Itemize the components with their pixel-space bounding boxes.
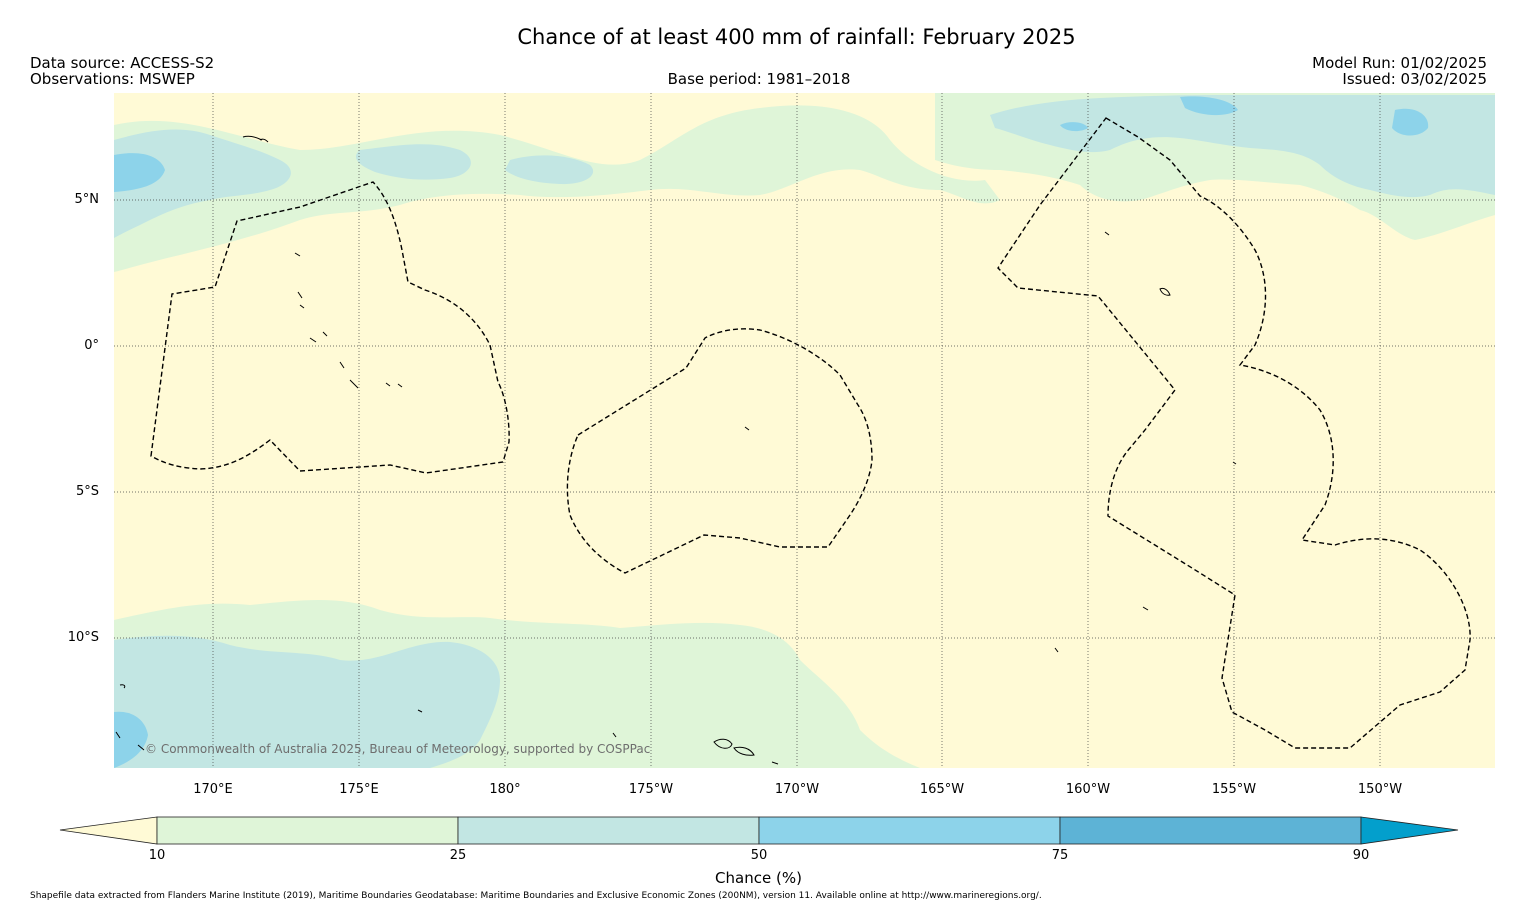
lat-label-5n: 5°N (74, 192, 100, 207)
eez-boundary-phoenix (566, 328, 873, 574)
lon-label-175e: 175°E (339, 782, 379, 797)
island-fiji-3 (137, 744, 145, 751)
island-samoa-1 (713, 738, 733, 749)
island-gilbert-1 (294, 252, 301, 257)
lon-label-170e: 170°E (193, 782, 233, 797)
lat-label-0: 0° (84, 338, 99, 353)
shade-50pct-north-mid2 (505, 155, 594, 185)
colorbar-extend-high (1360, 816, 1459, 845)
model-run-label: Model Run: 01/02/2025 (1312, 54, 1487, 72)
observations-label: Observations: MSWEP (30, 70, 195, 88)
map-panel (114, 93, 1495, 768)
shade-75pct-south (114, 711, 148, 768)
island-tonga (771, 761, 779, 765)
shade-75pct-north-east-1 (1392, 108, 1429, 136)
colorbar-title: Chance (%) (715, 869, 802, 887)
eez-boundary-line-islands (997, 117, 1471, 749)
island-wallis (417, 709, 423, 713)
footnote: Shapefile data extracted from Flanders M… (30, 891, 1042, 901)
colorbar-tick-90: 90 (1352, 848, 1370, 863)
island-gilbert-4 (309, 337, 317, 343)
lon-label-175w: 175°W (628, 782, 674, 797)
issued-label: Issued: 03/02/2025 (1342, 70, 1487, 88)
colorbar-tick-75: 75 (1051, 848, 1069, 863)
shade-50pct-north-mid (355, 144, 471, 180)
colorbar-tick-50: 50 (750, 848, 768, 863)
island-marshall-2 (259, 138, 269, 143)
shade-50pct-north-east (990, 95, 1495, 198)
islands (115, 135, 1237, 765)
island-gilbert-5 (322, 331, 328, 337)
colorbar-segment-25-50 (457, 816, 760, 845)
shade-band-north-west (114, 105, 1000, 272)
colorbar-segment-50-75 (758, 816, 1061, 845)
island-gilbert-9 (397, 383, 403, 388)
colorbar-segment-10-25 (156, 816, 459, 845)
island-gilbert-8 (385, 382, 391, 387)
lon-label-155w: 155°W (1211, 782, 1257, 797)
island-flint (1232, 461, 1237, 465)
eez-boundary-kiribati-gilbert (150, 181, 510, 474)
map-title: Chance of at least 400 mm of rainfall: F… (517, 25, 1076, 49)
island-gilbert-6 (339, 361, 345, 369)
colorbar-segment-75-90 (1059, 816, 1362, 845)
island-niuatoputapu (612, 732, 617, 738)
island-penrhyn (1054, 647, 1059, 653)
base-period-label: Base period: 1981–2018 (667, 70, 851, 88)
shade-50pct-south (114, 635, 500, 768)
colorbar-extend-low (59, 816, 158, 845)
lat-label-10s: 10°S (67, 630, 99, 645)
island-gilbert-3 (299, 304, 305, 309)
shade-75pct-north-west (114, 153, 165, 192)
eez-boundaries (150, 117, 1471, 749)
gridlines (114, 93, 1495, 768)
copyright-credit: © Commonwealth of Australia 2025, Bureau… (145, 742, 651, 756)
island-cook-1 (1142, 606, 1149, 611)
shade-50pct-north-west (114, 129, 291, 238)
island-tokelau (744, 426, 750, 431)
lon-label-160w: 160°W (1065, 782, 1111, 797)
island-fiji-1 (119, 684, 126, 689)
island-fanning (1104, 231, 1110, 236)
lon-label-165w: 165°W (919, 782, 965, 797)
colorbar-tick-25: 25 (449, 848, 467, 863)
data-source-label: Data source: ACCESS-S2 (30, 54, 215, 72)
lon-label-150w: 150°W (1357, 782, 1403, 797)
lon-label-180: 180° (489, 782, 521, 797)
lon-label-170w: 170°W (774, 782, 820, 797)
island-samoa-2 (733, 746, 755, 756)
shade-75pct-north-east-2 (1180, 96, 1238, 116)
island-christmas (1159, 287, 1171, 296)
shade-75pct-north-east-3 (1060, 122, 1088, 132)
island-gilbert-7 (349, 379, 359, 389)
lat-label-5s: 5°S (75, 484, 99, 499)
colorbar-tick-10: 10 (148, 848, 166, 863)
island-fiji-2 (115, 731, 121, 739)
colorbar (59, 816, 1459, 845)
island-gilbert-2 (297, 291, 303, 299)
